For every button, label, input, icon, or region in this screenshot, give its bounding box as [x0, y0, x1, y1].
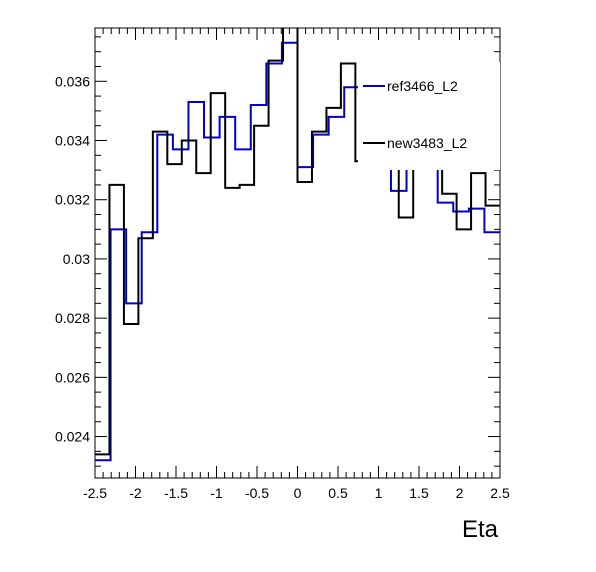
legend-box	[358, 62, 500, 170]
x-tick-label: -2.5	[83, 485, 107, 501]
legend-label-ref: ref3466_L2	[387, 78, 458, 94]
y-tick-label: 0.034	[55, 133, 90, 149]
x-tick-label: -1	[210, 485, 223, 501]
legend-label-new: new3483_L2	[387, 135, 467, 151]
x-tick-label: 2.5	[490, 485, 510, 501]
y-tick-label: 0.036	[55, 73, 90, 89]
x-tick-label: -1.5	[164, 485, 188, 501]
x-tick-label: 0	[294, 485, 302, 501]
y-tick-label: 0.026	[55, 369, 90, 385]
y-tick-label: 0.032	[55, 192, 90, 208]
x-tick-label: 0.5	[328, 485, 348, 501]
legend: ref3466_L2 new3483_L2	[358, 62, 500, 170]
x-tick-label: 1.5	[409, 485, 429, 501]
x-tick-label: 2	[456, 485, 464, 501]
x-axis: -2.5 -2 -1.5 -1 -0.5 0 0.5 1 1.5 2 2.5	[83, 28, 510, 501]
y-tick-label: 0.028	[55, 310, 90, 326]
x-axis-title: Eta	[462, 516, 499, 543]
y-axis: 0.024 0.026 0.028 0.03 0.032 0.034 0.036	[55, 36, 500, 467]
x-tick-label: -0.5	[245, 485, 269, 501]
x-tick-label: 1	[375, 485, 383, 501]
y-tick-label: 0.03	[63, 251, 90, 267]
y-tick-label: 0.024	[55, 429, 90, 445]
x-tick-label: -2	[129, 485, 142, 501]
